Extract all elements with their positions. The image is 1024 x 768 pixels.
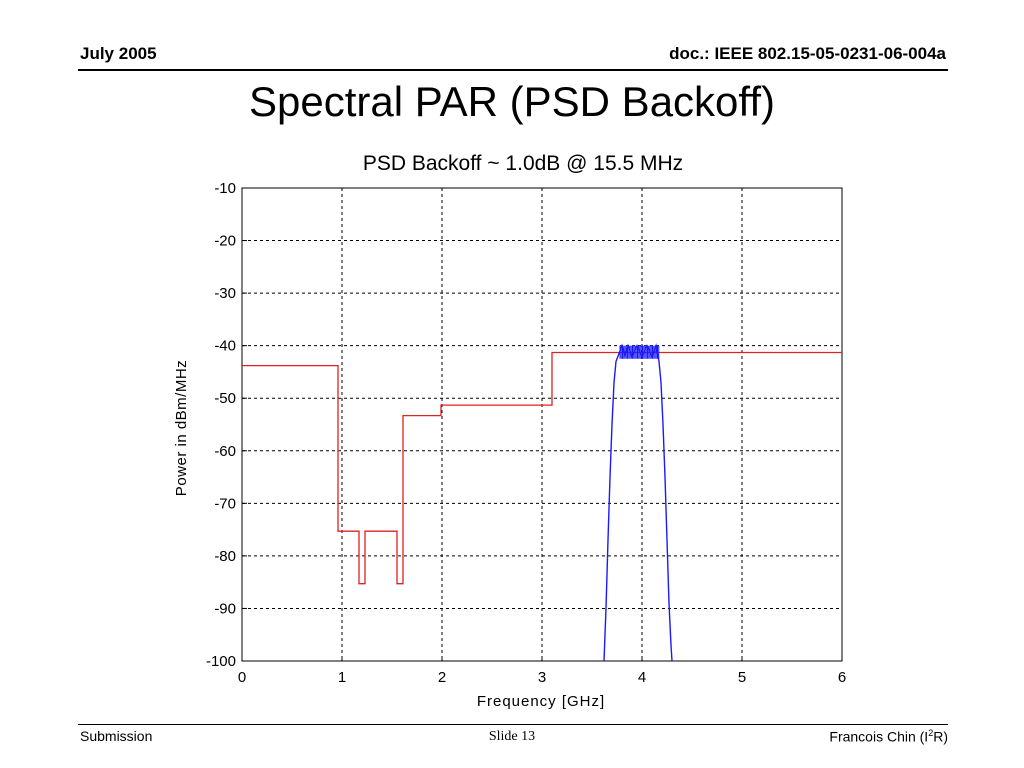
footer-submission: Submission [80, 728, 153, 744]
header-divider [78, 69, 948, 71]
axis-ticks: 0 1 2 3 4 5 6 -10 -20 -30 -40 -50 -60 -70 -80 -90 -100 [206, 180, 846, 686]
y-tick-label: -70 [214, 495, 236, 512]
footer-divider [78, 724, 948, 725]
y-tick-label: -10 [214, 180, 236, 197]
y-tick-label: -60 [214, 443, 236, 460]
y-tick-label: -20 [214, 233, 236, 250]
y-tick-label: -50 [214, 390, 236, 407]
document-id: doc.: IEEE 802.15-05-0231-06-004a [669, 44, 946, 63]
slide-number: Slide 13 [488, 729, 536, 744]
y-tick-label: -80 [214, 548, 236, 565]
x-tick-label: 6 [838, 669, 846, 686]
y-tick-label: -30 [214, 285, 236, 302]
y-tick-label: -40 [214, 338, 236, 355]
author-suffix: R) [933, 728, 948, 745]
data-series [242, 343, 842, 662]
x-tick-label: 1 [338, 669, 346, 686]
grid-lines [242, 188, 842, 661]
emission-mask-line [242, 351, 842, 585]
x-tick-label: 0 [238, 669, 246, 686]
author-name: Francois Chin (I [829, 728, 929, 745]
x-axis-label: Frequency [GHz] [477, 693, 605, 710]
chart-title: PSD Backoff ~ 1.0dB @ 15.5 MHz [363, 152, 683, 175]
y-axis-label: Power in dBm/MHz [173, 360, 190, 496]
x-tick-label: 4 [638, 669, 646, 686]
x-tick-label: 2 [438, 669, 446, 686]
slide-title: Spectral PAR (PSD Backoff) [249, 78, 775, 125]
x-tick-label: 3 [538, 669, 546, 686]
slide-date: July 2005 [80, 44, 157, 63]
y-tick-label: -90 [214, 600, 236, 617]
x-tick-label: 5 [738, 669, 746, 686]
author-superscript: 2 [928, 728, 934, 738]
footer-author: Francois Chin (I2R) [829, 728, 948, 745]
psd-ripple [619, 345, 660, 359]
y-tick-label: -100 [206, 653, 236, 670]
